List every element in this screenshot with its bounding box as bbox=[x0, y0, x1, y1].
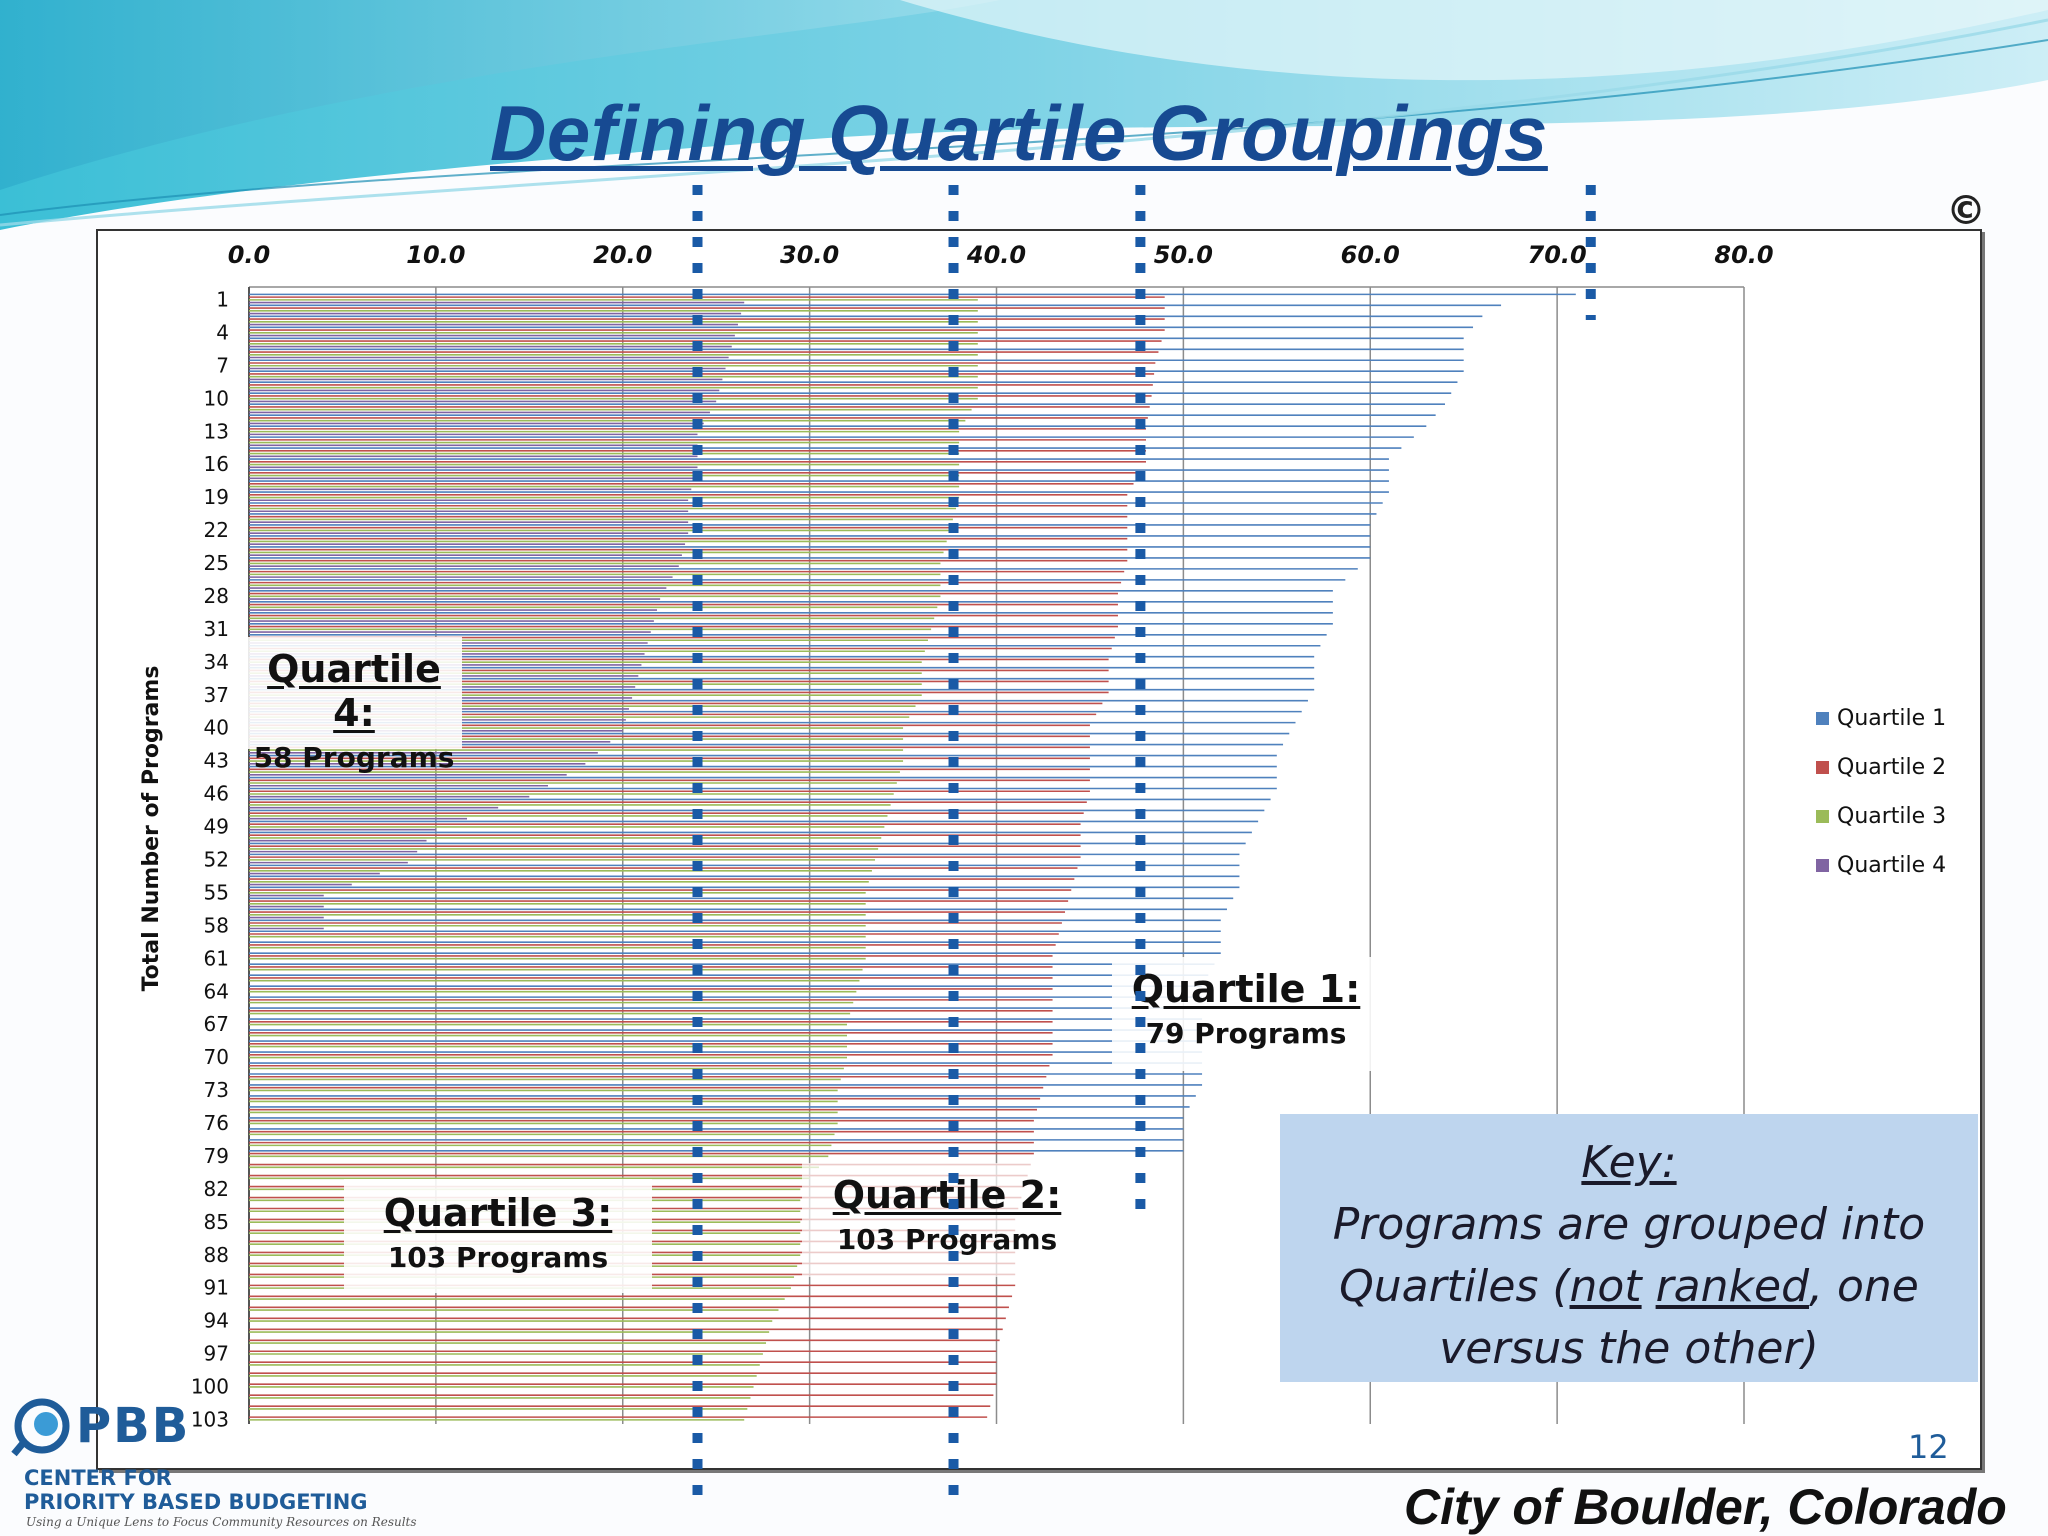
y-tick-label: 34 bbox=[204, 650, 229, 674]
y-tick-label: 19 bbox=[204, 485, 229, 509]
quartile-2-callout: Quartile 2: 103 Programs bbox=[802, 1163, 1092, 1277]
legend-label: Quartile 2 bbox=[1837, 755, 1946, 780]
y-tick-label: 40 bbox=[204, 716, 229, 740]
legend-label: Quartile 4 bbox=[1837, 853, 1946, 878]
x-tick-label: 60.0 bbox=[1341, 241, 1400, 269]
quartile-4-count: 58 Programs bbox=[253, 741, 455, 774]
key-heading-text: Key: bbox=[1581, 1137, 1677, 1188]
y-tick-label: 22 bbox=[204, 518, 229, 542]
y-tick-label: 79 bbox=[204, 1144, 229, 1168]
key-line-3: versus the other) bbox=[1439, 1323, 1819, 1374]
footer-location: City of Boulder, Colorado bbox=[1404, 1479, 2007, 1535]
x-tick-label: 0.0 bbox=[228, 241, 271, 269]
chart-frame: 0.0 10.0 20.0 30.0 40.0 50.0 60.0 70.0 80.0 1 4 7 10… bbox=[96, 229, 1982, 1470]
key-line-1: Programs are grouped into bbox=[1332, 1199, 1926, 1250]
y-tick-label: 94 bbox=[204, 1309, 229, 1333]
logo-tagline: Using a Unique Lens to Focus Community R… bbox=[26, 1515, 417, 1529]
y-tick-label: 25 bbox=[204, 551, 229, 575]
quartile-1-heading: Quartile 1: bbox=[1131, 967, 1361, 1011]
y-tick-label: 16 bbox=[204, 452, 229, 476]
y-tick-label: 1 bbox=[216, 287, 229, 311]
key-line-2a: Quartiles ( bbox=[1339, 1261, 1570, 1312]
legend-swatch bbox=[1816, 761, 1829, 774]
quartile-2-count: 103 Programs bbox=[836, 1223, 1058, 1256]
quartile-3-count: 103 Programs bbox=[387, 1241, 609, 1274]
x-tick-label: 40.0 bbox=[966, 241, 1026, 269]
key-box: Key: Programs are grouped into Quartiles… bbox=[1280, 1114, 1978, 1382]
y-tick-label: 88 bbox=[204, 1243, 229, 1267]
copyright-icon: © bbox=[1946, 188, 1986, 234]
y-tick-label: 67 bbox=[204, 1012, 229, 1036]
key-line-2: Quartiles (not ranked, one bbox=[1280, 1256, 1978, 1318]
y-tick-label: 70 bbox=[204, 1045, 229, 1069]
legend-label: Quartile 3 bbox=[1837, 804, 1946, 829]
bar-chart: 0.0 10.0 20.0 30.0 40.0 50.0 60.0 70.0 80.0 1 4 7 10… bbox=[139, 241, 1946, 1432]
y-tick-label: 7 bbox=[216, 353, 229, 377]
y-tick-label: 58 bbox=[204, 913, 229, 937]
quartile-4-heading: Quartile 4: bbox=[267, 647, 441, 735]
x-tick-label: 30.0 bbox=[780, 241, 839, 269]
y-tick-label: 49 bbox=[204, 815, 229, 839]
y-tick-label: 64 bbox=[204, 979, 229, 1003]
y-axis-title: Total Number of Programs bbox=[139, 666, 164, 992]
legend-swatch bbox=[1816, 859, 1829, 872]
y-tick-label: 55 bbox=[204, 880, 229, 904]
y-tick-label: 73 bbox=[204, 1078, 229, 1102]
y-tick-label: 85 bbox=[204, 1210, 229, 1234]
x-tick-label: 80.0 bbox=[1714, 241, 1773, 269]
y-tick-label: 28 bbox=[204, 584, 229, 608]
y-tick-label: 10 bbox=[204, 386, 229, 410]
quartile-1-count: 79 Programs bbox=[1145, 1017, 1347, 1050]
y-tick-label: 4 bbox=[216, 320, 229, 344]
y-tick-label: 13 bbox=[204, 419, 229, 443]
logo-line-1: CENTER FOR bbox=[24, 1466, 172, 1490]
quartile-3-callout: Quartile 3: 103 Programs bbox=[344, 1179, 652, 1293]
quartile-4-callout: Quartile 4: 58 Programs bbox=[246, 637, 462, 774]
y-tick-label: 82 bbox=[204, 1177, 229, 1201]
y-tick-label: 103 bbox=[191, 1408, 229, 1432]
logo-name: CENTER FOR PRIORITY BASED BUDGETING bbox=[24, 1466, 368, 1514]
x-tick-label: 10.0 bbox=[406, 241, 465, 269]
key-ranked: ranked bbox=[1655, 1261, 1810, 1312]
quartile-3-heading: Quartile 3: bbox=[383, 1191, 613, 1235]
key-heading: Key: bbox=[1280, 1132, 1978, 1194]
y-tick-label: 97 bbox=[204, 1342, 229, 1366]
quartile-1-callout: Quartile 1: 79 Programs bbox=[1112, 957, 1380, 1071]
y-tick-label: 52 bbox=[204, 848, 229, 872]
x-tick-label: 20.0 bbox=[593, 241, 652, 269]
legend-swatch bbox=[1816, 810, 1829, 823]
logo-abbr: PBB bbox=[76, 1398, 191, 1454]
quartile-2-heading: Quartile 2: bbox=[832, 1173, 1062, 1217]
y-tick-label: 91 bbox=[204, 1276, 229, 1300]
y-tick-label: 46 bbox=[204, 782, 229, 806]
x-tick-label: 50.0 bbox=[1154, 241, 1213, 269]
slide-title: Defining Quartile Groupings bbox=[490, 89, 1548, 177]
legend-swatch bbox=[1816, 712, 1829, 725]
y-tick-label: 76 bbox=[204, 1111, 229, 1135]
y-tick-label: 31 bbox=[204, 617, 229, 641]
key-line-2e: , one bbox=[1809, 1261, 1919, 1312]
page-number: 12 bbox=[1908, 1428, 1949, 1466]
y-tick-label: 100 bbox=[191, 1375, 229, 1399]
logo-line-2: PRIORITY BASED BUDGETING bbox=[24, 1490, 368, 1514]
key-not: not bbox=[1569, 1261, 1642, 1312]
y-tick-label: 43 bbox=[204, 749, 229, 773]
y-tick-label: 61 bbox=[204, 946, 229, 970]
key-line-2c bbox=[1642, 1261, 1656, 1312]
legend-label: Quartile 1 bbox=[1837, 706, 1946, 731]
y-tick-label: 37 bbox=[204, 683, 229, 707]
x-tick-label: 70.0 bbox=[1528, 241, 1587, 269]
pbb-logo-icon bbox=[11, 1398, 70, 1457]
